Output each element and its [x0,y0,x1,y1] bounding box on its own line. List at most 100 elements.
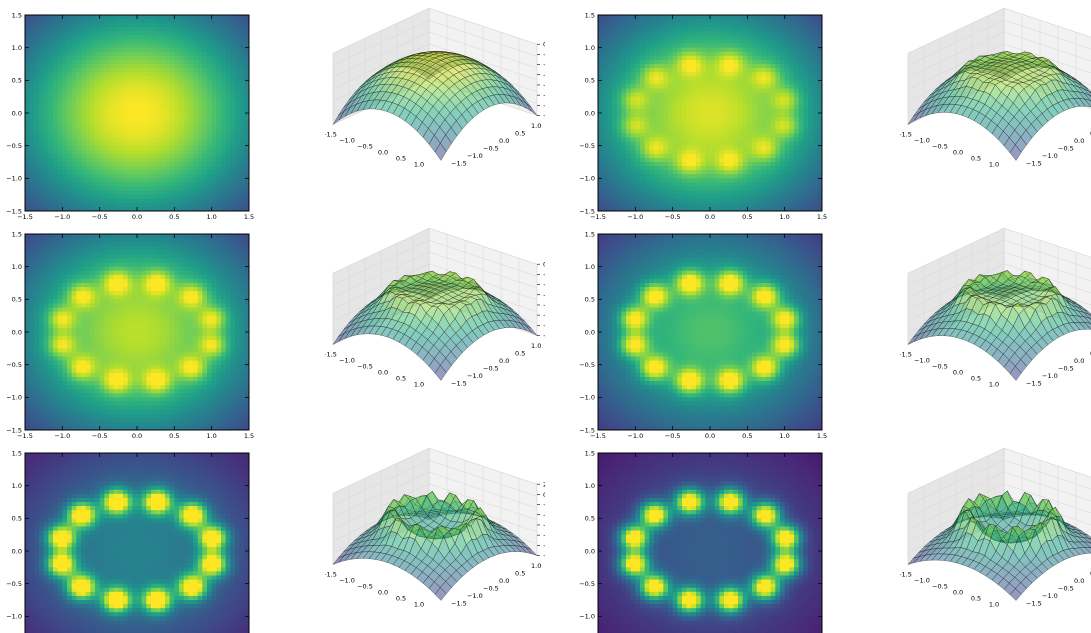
heatmap-cell [43,117,49,122]
heatmap-cell [714,96,720,102]
heatmap-cell [668,125,674,130]
heatmap-cell [39,149,45,155]
heatmap-cell [738,190,744,196]
heatmap-cell [700,23,706,28]
heatmap-cell [39,117,45,122]
heatmap-cell [672,59,678,65]
heatmap-cell [67,15,73,20]
z-tick-label: −6 [543,102,553,110]
heatmap-cell [127,113,133,118]
heatmap-cell [612,166,618,171]
heatmap-cell [644,174,650,179]
heatmap-cell [188,182,194,187]
heatmap-cell [48,157,54,163]
heatmap-cell [221,153,227,159]
heatmap-cell [141,55,147,61]
heatmap-cell [183,15,189,20]
heatmap-cell [29,174,35,179]
heatmap-cell [34,194,40,200]
heatmap-cell [225,125,231,130]
heatmap-cell [81,27,87,32]
heatmap-cell [34,117,40,122]
heatmap-cell [733,170,739,175]
heatmap-cell [137,133,143,138]
heatmap-cell [803,76,809,81]
heatmap-cell [686,88,692,93]
heatmap-cell [57,113,63,118]
heatmap-cell [710,194,716,200]
heatmap-cell [710,170,716,175]
heatmap-cell [658,113,664,118]
heatmap-cell [90,153,96,159]
heatmap-cell [766,35,772,40]
heatmap-cell [221,170,227,175]
heatmap-cell [62,19,68,24]
heatmap-cell [90,194,96,200]
heatmap-cell [756,145,762,151]
heatmap-cell [151,198,157,204]
heatmap-cell [784,15,790,20]
heatmap-cell [621,27,627,32]
heatmap-cell [221,125,227,130]
heatmap-cell [798,19,804,24]
heatmap-cell [803,137,809,142]
heatmap-cell [62,166,68,171]
heatmap-cell [118,39,124,44]
heatmap-cell [710,113,716,118]
heatmap-cell [118,88,124,93]
heatmap-cell [770,64,776,69]
heatmap-cell [630,190,636,196]
heatmap-cell [598,31,604,36]
heatmap-cell [798,108,804,114]
heatmap-cell [649,104,655,110]
heatmap-cell [123,206,129,212]
heatmap-cell [626,170,632,175]
heatmap-cell [146,125,152,130]
heatmap-cell [766,149,772,155]
heatmap-cell [705,170,711,175]
heatmap-cell [789,39,795,44]
heatmap-cell [179,182,185,187]
heatmap-cell [710,157,716,163]
heatmap-cell [710,15,716,20]
heatmap-cell [761,51,767,57]
heatmap-cell [151,43,157,49]
heatmap-cell [207,194,213,200]
heatmap-cell [81,80,87,85]
heatmap-cell [230,190,236,196]
heatmap-cell [239,96,245,102]
heatmap-cell [803,141,809,147]
heatmap-cell [230,51,236,57]
heatmap-cell [607,55,613,61]
heatmap-cell [34,206,40,212]
heatmap-cell [141,174,147,179]
heatmap-cell [90,64,96,69]
heatmap-cell [109,137,115,142]
heatmap-cell [239,145,245,151]
heatmap-cell [123,166,129,171]
heatmap-cell [151,68,157,73]
heatmap-cell [104,117,110,122]
heatmap-cell [76,35,82,40]
heatmap-cell [53,35,59,40]
heatmap-cell [733,149,739,155]
heatmap-cell [812,162,818,167]
heatmap-cell [766,174,772,179]
heatmap-cell [728,162,734,167]
heatmap-cell [752,27,758,32]
heatmap-cell [244,125,250,130]
heatmap-cell [640,141,646,147]
heatmap-cell [803,194,809,200]
heatmap-cell [230,186,236,191]
heatmap-cell [672,145,678,151]
heatmap-cell [104,202,110,208]
heatmap-cell [784,174,790,179]
heatmap-cell [612,43,618,49]
heatmap-cell [770,141,776,147]
heatmap-cell [90,133,96,138]
heatmap-cell [207,129,213,134]
heatmap-cell [789,64,795,69]
heatmap-cell [48,84,54,89]
heatmap-cell [53,202,59,208]
heatmap-cell [644,68,650,73]
